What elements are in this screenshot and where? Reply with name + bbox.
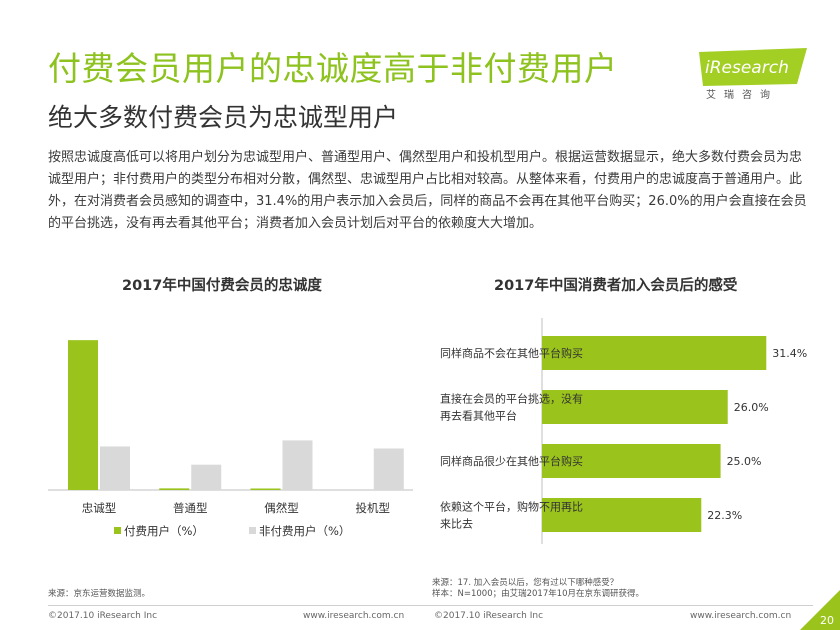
bar-nonpaid-3 [373,448,404,490]
footer-copyright-left: ©2017.10 iResearch Inc [48,611,158,621]
body-paragraph: 按照忠诚度高低可以将用户划分为忠诚型用户、普通型用户、偶然型用户和投机型用户。根… [48,150,807,231]
member-feeling-bar-chart: 31.4% 同样商品不会在其他平台购买 26.0% 直接在会员的平台挑选，没有再去看其… [440,318,807,544]
page-number: 20 [820,614,834,627]
hbar-value-3: 22.3% [707,509,742,522]
iresearch-logo: iResearch [699,48,807,86]
bar-nonpaid-1 [191,464,222,490]
bar-paid-2 [250,488,281,490]
right-source-note-1: 来源：17. 加入会员以后，您有过以下哪种感受？ [432,578,619,588]
right-chart-title: 2017年中国消费者加入会员后的感受 [494,278,738,294]
left-category-label-1: 普通型 [173,501,208,515]
bar-paid-1 [159,488,190,490]
footer-copyright-right: ©2017.10 iResearch Inc [434,611,544,621]
hbar-1 [542,390,728,424]
hbar-value-1: 26.0% [734,401,769,414]
hbar-label-3-1: 来比去 [440,518,473,531]
legend-swatch-0 [114,527,121,534]
page-subtitle: 绝大多数付费会员为忠诚型用户 [48,103,399,132]
left-category-label-0: 忠诚型 [82,501,117,515]
hbar-2 [542,444,721,478]
left-category-label-3: 投机型 [356,501,391,515]
bar-nonpaid-2 [282,440,313,490]
left-source-note: 来源：京东运营数据监测。 [48,589,151,599]
hbar-label-1-1: 再去看其他平台 [440,409,517,423]
footer-divider [48,605,813,606]
footer-url-right[interactable]: www.iresearch.com.cn [690,611,792,621]
hbar-label-2-0: 同样商品很少在其他平台购买 [440,454,583,468]
hbar-label-0-0: 同样商品不会在其他平台购买 [440,346,583,360]
left-category-label-2: 偶然型 [264,501,299,515]
legend-swatch-1 [249,527,256,534]
page-title: 付费会员用户的忠诚度高于非付费用户 [48,49,618,88]
hbar-value-0: 31.4% [772,347,807,360]
legend-label-0: 付费用户（%） [124,524,204,538]
hbar-3 [542,498,702,532]
hbar-0 [542,336,767,370]
page-number-badge: 20 [800,590,840,630]
bar-nonpaid-0 [100,446,130,490]
logo-subtitle: 艾瑞咨询 [706,90,778,101]
hbar-label-1-0: 直接在会员的平台挑选，没有 [440,392,583,406]
footer-url-left[interactable]: www.iresearch.com.cn [303,611,405,621]
hbar-value-2: 25.0% [727,455,762,468]
right-source-note-2: 样本：N=1000；由艾瑞2017年10月在京东调研获得。 [432,589,645,599]
bar-paid-0 [68,340,98,490]
legend-label-1: 非付费用户（%） [259,524,350,538]
left-chart-title: 2017年中国付费会员的忠诚度 [122,278,322,294]
logo-text: iResearch [705,58,789,78]
hbar-label-3-0: 依赖这个平台，购物不用再比 [440,500,583,514]
